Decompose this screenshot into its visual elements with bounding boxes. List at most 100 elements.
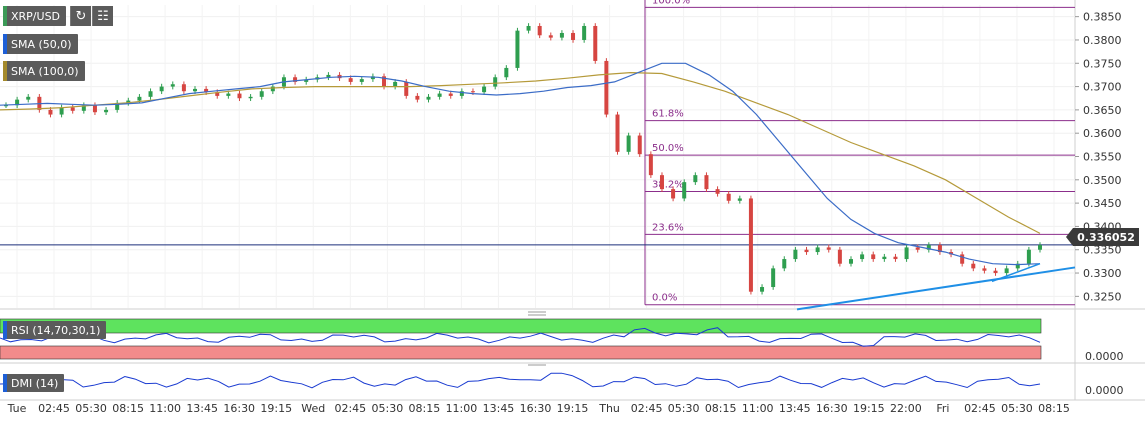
candle-body [137,96,142,101]
dmi-badge[interactable]: DMI (14) [3,374,65,392]
candle-body [170,84,175,87]
candle-body [815,247,820,253]
candle-body [659,175,664,190]
candle-body [526,25,531,31]
candle-body [181,84,186,92]
candlesticks [4,23,1042,295]
candle-body [571,32,576,40]
sma100-badge[interactable]: SMA (100,0) [3,61,85,81]
dmi-label: DMI (14) [11,376,59,390]
candle-body [793,249,798,260]
candle-body [26,96,31,100]
sma50-label: SMA (50,0) [11,37,72,51]
candle-body [515,30,520,68]
trendlines [796,263,1076,311]
moving-averages [0,62,1041,266]
candle-body [482,86,487,93]
candle-body [226,93,231,96]
x-tick-label: 13:45 [186,402,218,415]
candle-body [426,96,431,100]
candle-body [782,259,787,269]
y-tick-label: 0.3550 [1083,151,1122,164]
x-tick-label: Wed [301,402,325,415]
rsi-line [0,327,1041,347]
y-tick-label: 0.3300 [1083,267,1122,280]
x-tick-label: 08:15 [1038,402,1070,415]
rsi-panel: 0.0000 [0,311,1124,363]
candle-body [470,91,475,93]
x-tick-label: 02:45 [334,402,366,415]
x-tick-label: 13:45 [483,402,515,415]
candle-body [748,198,753,292]
candle-body [915,247,920,250]
fibonacci-retracement: 100.0% 61.8% 50.0% 38.2% 23.6% 0.0% [0,0,1075,306]
sma50-badge[interactable]: SMA (50,0) [3,34,78,54]
x-tick-label: 19:15 [260,402,292,415]
candle-body [593,25,598,61]
x-tick-label: 19:15 [853,402,885,415]
x-tick-label: 16:30 [520,402,552,415]
x-tick-label: 11:00 [446,402,478,415]
fib-level-label: 61.8% [652,109,684,120]
dmi-axis-tick: 0.0000 [1085,384,1124,397]
candle-body [215,92,220,96]
candle-body [615,114,620,152]
candle-body [104,109,109,113]
x-tick-label: 02:45 [964,402,996,415]
y-tick-label: 0.3350 [1083,244,1122,257]
candle-body [737,198,742,201]
candle-body [448,93,453,96]
dmi-color-stripe [3,374,7,392]
candle-body [960,254,965,264]
x-tick-label: 05:30 [372,402,404,415]
candle-body [1038,245,1042,250]
y-tick-label: 0.3750 [1083,57,1122,70]
candle-body [359,79,364,82]
candle-body [693,175,698,183]
y-tick-label: 0.3600 [1083,127,1122,140]
candle-body [637,135,642,155]
candle-body [15,99,20,106]
x-tick-label: 05:30 [668,402,700,415]
candle-body [193,88,198,92]
candle-body [70,107,75,111]
candle-body [92,105,97,113]
candle-body [604,60,609,115]
x-tick-label: 02:45 [38,402,70,415]
candle-body [704,175,709,190]
chart-type-button[interactable]: ☷ [92,6,113,26]
candle-body [582,25,587,40]
candle-body [148,91,153,97]
y-tick-label: 0.3450 [1083,197,1122,210]
x-tick-label: 11:00 [149,402,181,415]
candle-body [437,93,442,97]
candle-body [459,91,464,96]
candle-body [48,109,53,115]
x-tick-label: 16:30 [816,402,848,415]
candle-body [493,77,498,87]
refresh-button[interactable]: ↻ [70,6,91,26]
candle-body [348,78,353,82]
candle-body [848,259,853,264]
symbol-badge[interactable]: XRP/USD [3,6,67,26]
fib-level-label: 38.2% [652,179,684,190]
candle-body [626,135,631,152]
candle-body [671,189,676,199]
time-axis: Tue 02:45 05:30 08:15 11:00 13:45 16:30 19:15 We… [7,402,1070,415]
y-tick-label: 0.3500 [1083,174,1122,187]
candle-body [537,25,542,36]
x-tick-label: 02:45 [631,402,663,415]
candle-body [682,182,687,199]
candle-body [59,107,64,115]
candle-body [504,67,509,78]
candle-body [204,88,209,93]
x-tick-label: 08:15 [112,402,144,415]
rsi-badge[interactable]: RSI (14,70,30,1) [3,321,107,339]
candle-body [926,245,931,250]
minor-trendline [991,263,1041,283]
rsi-color-stripe [3,321,7,339]
x-tick-label: 19:15 [557,402,589,415]
last-price-tag: 0.336052 [1066,228,1139,246]
rsi-label: RSI (14,70,30,1) [11,323,101,337]
